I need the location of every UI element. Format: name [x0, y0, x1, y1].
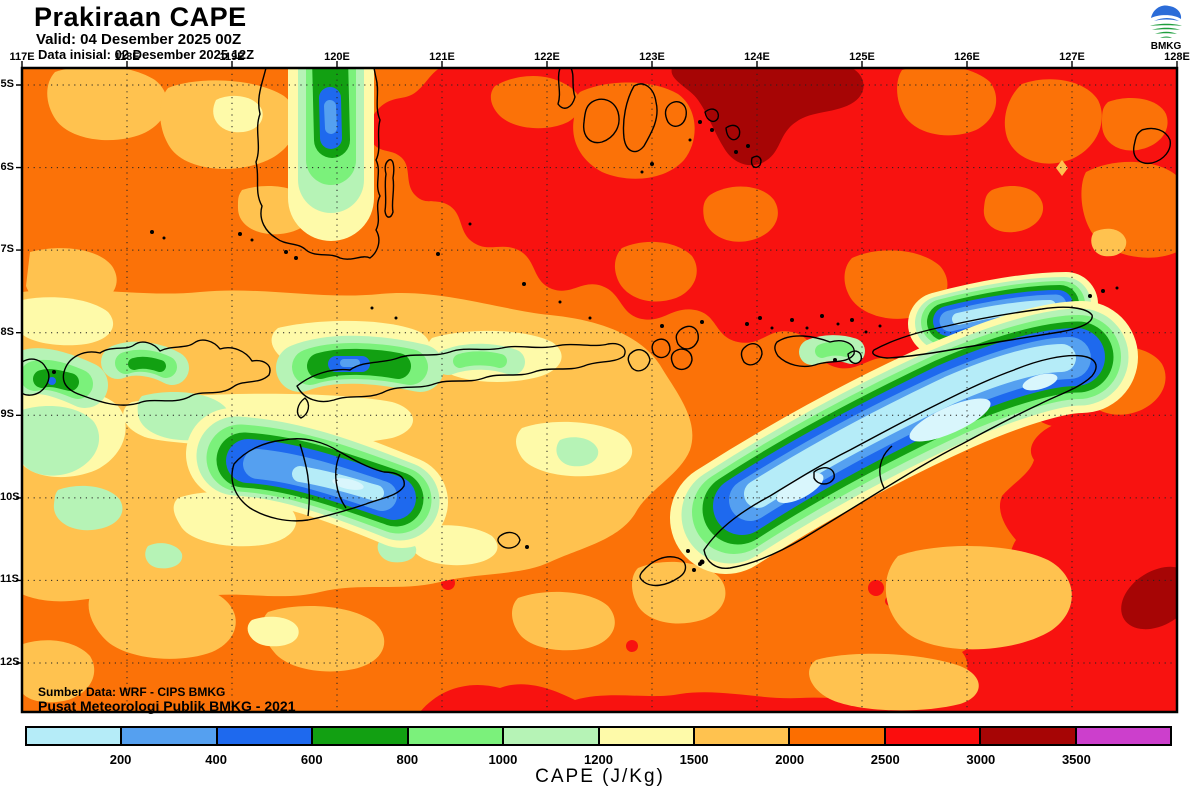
colorbar-tick-label: 1000	[488, 752, 518, 767]
colorbar-title: CAPE (J/Kg)	[535, 766, 665, 787]
cape-colorbar	[25, 726, 1172, 746]
colorbar-segment	[599, 728, 695, 744]
colorbar-tick-label: 3000	[966, 752, 996, 767]
colorbar-segment	[885, 728, 982, 744]
colorbar-segment	[790, 728, 886, 744]
colorbar-segment	[217, 728, 314, 744]
colorbar-tick-label: 1500	[679, 752, 709, 767]
cape-field	[22, 68, 1177, 712]
valid-time-label: Valid: 04 Desember 2025 00Z	[36, 31, 242, 48]
colorbar-tick-label: 400	[205, 752, 228, 767]
colorbar-segment	[1076, 728, 1171, 744]
bmkg-logo-icon	[1147, 3, 1185, 41]
publisher-line: Pusat Meteorologi Publik BMKG - 2021	[38, 698, 296, 714]
bmkg-logo-label: BMKG	[1150, 41, 1182, 52]
colorbar-segment	[504, 728, 600, 744]
colorbar-tick-label: 800	[396, 752, 419, 767]
colorbar-segment	[408, 728, 505, 744]
colorbar-tick-label: 3500	[1061, 752, 1091, 767]
colorbar-tick-label: 600	[300, 752, 323, 767]
lon-ticks	[21, 61, 1178, 68]
colorbar-segment	[313, 728, 409, 744]
colorbar-tick-labels: 200 400 600 800 1000 1200 1500 2000 2500 3000 3500	[0, 752, 1200, 768]
page-title: Prakiraan CAPE	[34, 2, 247, 32]
colorbar-segment	[27, 728, 123, 744]
init-time-label: Data inisial: 02 Desember 2025 12Z	[38, 47, 255, 62]
coastlines	[22, 68, 1171, 587]
colorbar-tick-label: 1200	[584, 752, 613, 767]
colorbar-segment	[981, 728, 1077, 744]
colorbar-segment	[122, 728, 218, 744]
lat-ticks	[16, 84, 22, 664]
colorbar-tick-label: 2500	[870, 752, 900, 767]
colorbar-tick-label: 2000	[775, 752, 805, 767]
islet-specks	[52, 120, 1119, 572]
colorbar-tick-label: 200	[109, 752, 132, 767]
data-source-line: Sumber Data: WRF - CIPS BMKG	[38, 685, 226, 699]
map-frame	[20, 66, 1179, 714]
colorbar-segment	[694, 728, 791, 744]
